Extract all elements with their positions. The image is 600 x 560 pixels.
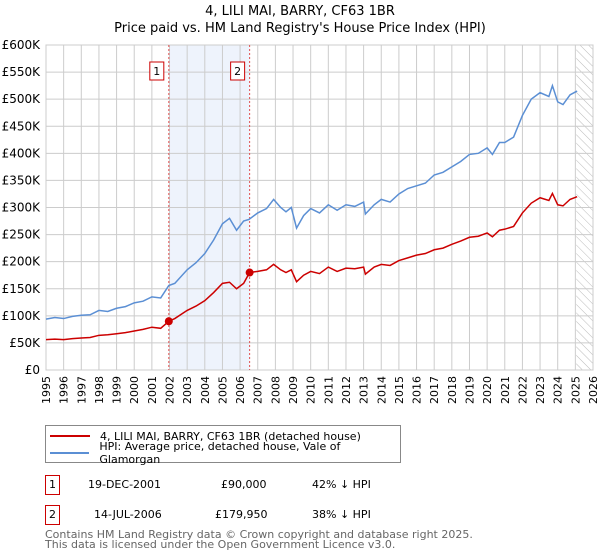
sale-price: £179,950 (215, 508, 268, 521)
y-tick-label: £400K (2, 146, 42, 160)
y-tick-label: £150K (2, 282, 42, 296)
x-tick-label: 2016 (411, 376, 424, 404)
legend-label: 4, LILI MAI, BARRY, CF63 1BR (detached h… (100, 429, 361, 443)
footer-line: Contains HM Land Registry data © Crown c… (45, 528, 473, 541)
sale-badge: 1 (45, 475, 60, 495)
sale-marker-badge (149, 61, 165, 81)
table-row: 2 14-JUL-2006 £179,950 38% ↓ HPI (45, 505, 405, 525)
x-tick-label: 2000 (128, 376, 141, 404)
x-tick-label: 2026 (587, 376, 600, 404)
x-tick-label: 1996 (58, 376, 71, 404)
sale-point (164, 317, 173, 326)
sale-badge: 2 (45, 505, 60, 525)
x-tick-label: 1997 (75, 376, 88, 404)
sale-marker-badge (230, 61, 246, 81)
x-tick-label: 2010 (305, 376, 318, 404)
y-tick-label: £0 (25, 363, 40, 377)
x-tick-label: 2001 (146, 376, 159, 404)
legend-item-hpi: HPI: Average price, detached house, Vale… (50, 440, 400, 466)
sale-marker-label: 2 (234, 65, 241, 78)
y-tick-label: £250K (2, 228, 42, 242)
x-tick-label: 2008 (269, 376, 282, 404)
y-tick-label: £600K (2, 38, 42, 52)
x-tick-label: 2006 (234, 376, 247, 404)
legend-swatch-blue (50, 452, 90, 454)
x-tick-label: 2020 (481, 376, 494, 404)
legend-item-property: 4, LILI MAI, BARRY, CF63 1BR (detached h… (50, 428, 361, 444)
x-tick-label: 2019 (463, 376, 476, 404)
table-row: 1 19-DEC-2001 £90,000 42% ↓ HPI (45, 475, 405, 495)
y-tick-label: £300K (2, 201, 42, 215)
y-tick-label: £100K (2, 309, 42, 323)
plot-frame (45, 44, 594, 371)
x-tick-label: 2024 (552, 376, 565, 404)
x-tick-label: 2014 (375, 376, 388, 404)
x-tick-label: 2015 (393, 376, 406, 404)
legend: 4, LILI MAI, BARRY, CF63 1BR (detached h… (45, 425, 401, 466)
x-tick-label: 2021 (499, 376, 512, 404)
x-tick-label: 2005 (216, 376, 229, 404)
x-tick-label: 2023 (534, 376, 547, 404)
x-tick-label: 2002 (164, 376, 177, 404)
sale-hpi-diff: 38% ↓ HPI (312, 508, 371, 521)
x-tick-label: 2009 (287, 376, 300, 404)
y-tick-label: £450K (2, 119, 42, 133)
chart-title: 4, LILI MAI, BARRY, CF63 1BR (205, 4, 395, 19)
y-tick-label: £50K (9, 336, 41, 350)
x-tick-label: 2025 (569, 376, 582, 404)
sale-point (245, 268, 254, 277)
x-tick-label: 1995 (40, 376, 53, 404)
x-tick-label: 2012 (340, 376, 353, 404)
y-tick-label: £500K (2, 92, 42, 106)
series-line (45, 83, 578, 320)
x-tick-label: 2013 (358, 376, 371, 404)
x-tick-label: 2017 (428, 376, 441, 404)
chart-subtitle: Price paid vs. HM Land Registry's House … (114, 21, 486, 36)
x-tick-label: 2007 (252, 376, 265, 404)
x-tick-label: 2003 (181, 376, 194, 404)
y-tick-label: £550K (2, 65, 42, 79)
x-tick-label: 2011 (322, 376, 335, 404)
sale-marker-label: 1 (153, 65, 160, 78)
footer-line: This data is licensed under the Open Gov… (45, 538, 396, 551)
series-line (45, 191, 578, 341)
sale-date: 14-JUL-2006 (94, 508, 162, 521)
x-tick-label: 1999 (111, 376, 124, 404)
legend-label: HPI: Average price, detached house, Vale… (99, 440, 341, 466)
sale-hpi-diff: 42% ↓ HPI (312, 478, 371, 491)
price-chart: 1995 1996 1997 1998 1999 2000 2001 2002 2003 2004… (2, 38, 600, 404)
sale-price: £90,000 (221, 478, 267, 491)
y-tick-label: £350K (2, 173, 42, 187)
x-tick-label: 2004 (199, 376, 212, 404)
x-tick-label: 2022 (516, 376, 529, 404)
footer: Contains HM Land Registry data © Crown c… (45, 528, 473, 551)
x-tick-label: 1998 (93, 376, 106, 404)
x-tick-label: 2018 (446, 376, 459, 404)
legend-swatch-red (50, 435, 90, 437)
sale-date: 19-DEC-2001 (88, 478, 162, 491)
y-tick-label: £200K (2, 255, 42, 269)
